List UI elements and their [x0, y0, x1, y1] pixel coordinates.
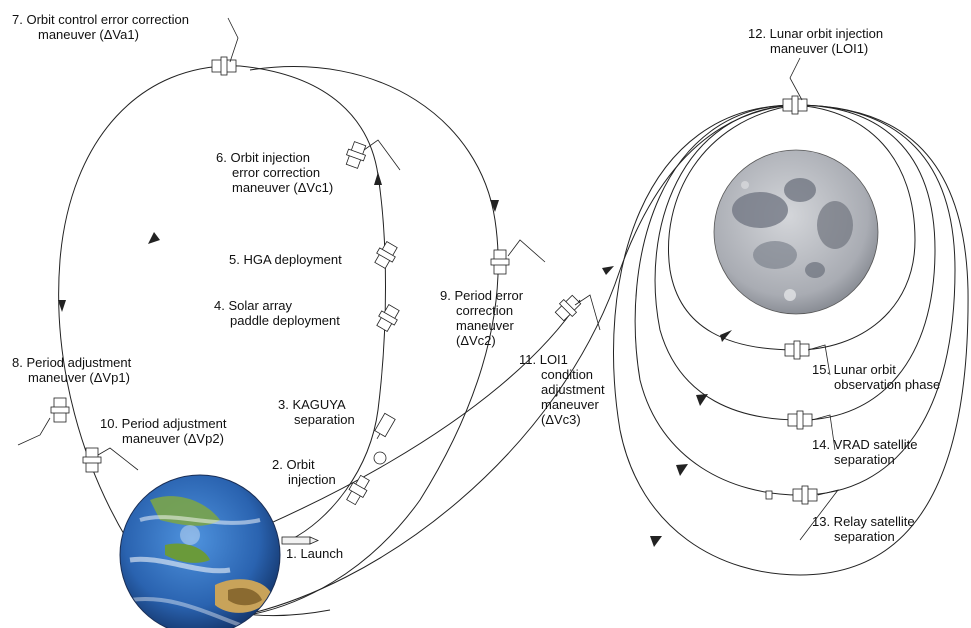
rocket-icon [281, 536, 319, 545]
label-line: maneuver (ΔVp1) [28, 370, 130, 385]
spacecraft-icon-orbit-injection [346, 474, 370, 506]
arrow-9 [650, 536, 662, 547]
label-line: 7. Orbit control error correction [12, 12, 190, 27]
arrow-1 [374, 172, 382, 185]
label-line: 6. Orbit injection [216, 150, 310, 165]
arrow-4 [490, 200, 499, 212]
spacecraft-icon-observation [784, 340, 810, 360]
trajectory-phasing-inner [229, 66, 499, 619]
label-period-adjustment-2: 10. Period adjustment maneuver (ΔVp2) [100, 416, 226, 446]
label-lunar-orbit-injection: 12. Lunar orbit injection maneuver (LOI1… [748, 26, 883, 56]
label-line: 9. Period error [440, 288, 524, 303]
relay-satellite-icon [765, 490, 773, 500]
label-vrad-separation: 14. VRAD satellite separation [812, 437, 918, 467]
spacecraft-icon-solar-array [376, 304, 400, 332]
label-period-error: 9. Period error correction maneuver (ΔVc… [440, 288, 523, 348]
label-line: maneuver (ΔVa1) [38, 27, 139, 42]
label-line: 13. Relay satellite [812, 514, 915, 529]
spacecraft-icon-dvp1 [50, 397, 70, 423]
label-launch-line: 1. Launch [286, 546, 344, 561]
label-period-adjustment-1: 8. Period adjustment maneuver (ΔVp1) [12, 355, 131, 385]
label-line: condition [541, 367, 594, 382]
label-line: separation [294, 412, 355, 427]
spacecraft-icon-dvc3 [554, 294, 582, 322]
label-line: separation [834, 452, 895, 467]
label-line: 3. KAGUYA [278, 397, 346, 412]
spacecraft-icon-dvc1 [345, 141, 367, 169]
label-line: 11. LOI1 [519, 352, 568, 367]
arrow-5 [602, 266, 614, 275]
label-line: maneuver (ΔVc1) [232, 180, 334, 195]
label-line: error correction [232, 165, 321, 180]
label-relay-separation: 13. Relay satellite separation [812, 514, 915, 544]
label-line: observation phase [834, 377, 941, 392]
label-line: 8. Period adjustment [12, 355, 132, 370]
trajectory-transfer [229, 104, 796, 619]
label-line: (ΔVc3) [541, 412, 581, 427]
label-orbit-injection: 2. Orbit injection [272, 457, 336, 487]
spacecraft-icon-vrad [787, 410, 813, 430]
label-line: maneuver [456, 318, 514, 333]
label-line: 4. Solar array [214, 298, 293, 313]
relay-sat-icon [373, 451, 387, 465]
arrow-8 [676, 464, 688, 476]
spacecraft-icon-loi1 [782, 95, 808, 115]
label-line: maneuver [541, 397, 599, 412]
spacecraft-icon-dvp2 [82, 447, 102, 473]
earth [120, 475, 280, 628]
label-loi1-condition: 11. LOI1 condition adjustment maneuver (… [519, 352, 605, 427]
label-line: injection [288, 472, 336, 487]
label-line: separation [834, 529, 895, 544]
label-line: correction [456, 303, 514, 318]
label-line: 12. Lunar orbit injection [748, 26, 884, 41]
label-line: maneuver (LOI1) [770, 41, 869, 56]
label-line: (ΔVc2) [456, 333, 496, 348]
label-orbit-injection-error: 6. Orbit injection error correction mane… [216, 150, 333, 195]
arrow-7 [696, 394, 708, 406]
label-kaguya-separation: 3. KAGUYA separation [278, 397, 355, 427]
spacecraft-icon-dva1 [211, 56, 237, 76]
label-orbit-control-error: 7. Orbit control error correction maneuv… [12, 12, 189, 42]
moon [714, 150, 878, 314]
arrow-6 [720, 330, 732, 342]
label-line: 14. VRAD satellite [812, 437, 918, 452]
spacecraft-icon-relay [792, 485, 818, 505]
arrow-2 [148, 232, 160, 244]
spacecraft-icon-hga [374, 241, 398, 269]
label-line: maneuver (ΔVp2) [122, 431, 224, 446]
label-line: 10. Period adjustment [100, 416, 227, 431]
label-line: 15. Lunar orbit [812, 362, 896, 377]
spacecraft-icon-kaguya [374, 412, 396, 440]
label-solar-array: 4. Solar array paddle deployment [214, 298, 340, 328]
lunar-orbit-4 [613, 104, 969, 576]
label-line: paddle deployment [230, 313, 340, 328]
label-line: 2. Orbit [272, 457, 315, 472]
label-hga: 5. HGA deployment [229, 252, 342, 267]
label-launch: 1. Launch [286, 546, 343, 561]
arrow-3 [58, 300, 66, 312]
label-line: adjustment [541, 382, 605, 397]
spacecraft-icon-dvc2 [490, 249, 510, 275]
label-lunar-observation: 15. Lunar orbit observation phase [812, 362, 940, 392]
label-line: 5. HGA deployment [229, 252, 342, 267]
